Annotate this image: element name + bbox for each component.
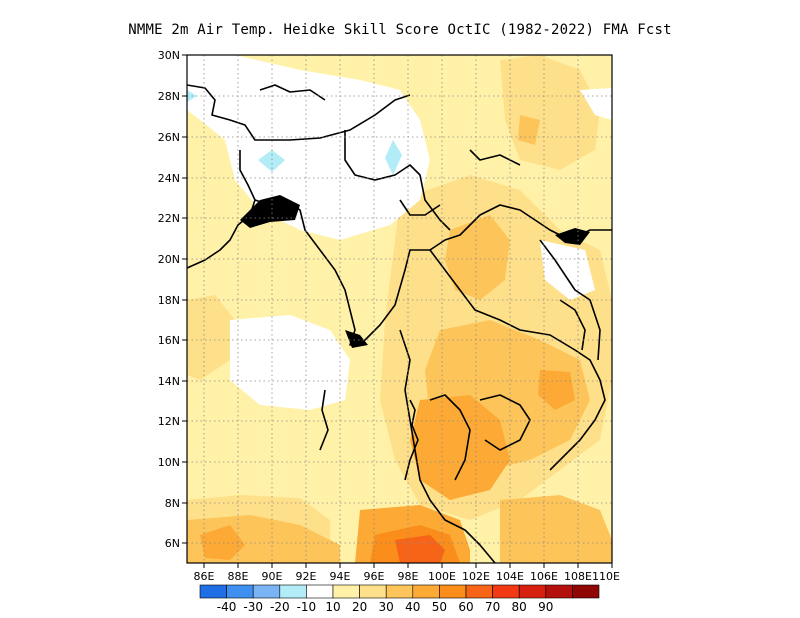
colorbar-label: 30 <box>379 600 394 614</box>
lon-label-108e: 108E <box>564 570 592 583</box>
colorbar-swatch-7 <box>359 584 387 599</box>
colorbar-label: 90 <box>538 600 553 614</box>
lat-label-24n: 24N <box>158 172 180 185</box>
lon-label-102e: 102E <box>462 570 490 583</box>
lat-label-16n: 16N <box>158 334 180 347</box>
lat-label-10n: 10N <box>158 456 180 469</box>
light-blue-patch-east-himalaya <box>385 140 402 175</box>
colorbar-swatch-6 <box>332 584 360 599</box>
orange-west-patch <box>200 525 245 560</box>
colorbar-label: -20 <box>270 600 290 614</box>
lon-label-100e: 100E <box>428 570 456 583</box>
lon-label-92e: 92E <box>296 570 317 583</box>
lat-label-14n: 14N <box>158 375 180 388</box>
orange-cambodia-east <box>538 370 575 410</box>
map-plot-area <box>187 55 612 563</box>
lat-label-6n: 6N <box>165 537 180 550</box>
lon-label-96e: 96E <box>364 570 385 583</box>
lon-label-104e: 104E <box>496 570 524 583</box>
east-white-area <box>540 240 595 300</box>
lat-label-20n: 20N <box>158 253 180 266</box>
colorbar-label: -10 <box>297 600 317 614</box>
colorbar-label: 40 <box>405 600 420 614</box>
colorbar-swatch-9 <box>412 584 440 599</box>
red-orange-malay-peninsula <box>395 535 445 563</box>
orange-small-north <box>518 115 540 145</box>
lon-label-86e: 86E <box>194 570 215 583</box>
lon-label-90e: 90E <box>262 570 283 583</box>
colorbar-label: 70 <box>485 600 500 614</box>
northwest-white-area <box>187 55 430 240</box>
light-blue-patch-bangladesh <box>258 150 285 172</box>
colorbar-label: 80 <box>512 600 527 614</box>
colorbar-swatch-2 <box>226 584 254 599</box>
colorbar-swatch-4 <box>279 584 307 599</box>
colorbar-label: 60 <box>458 600 473 614</box>
lon-label-98e: 98E <box>398 570 419 583</box>
lat-label-12n: 12N <box>158 415 180 428</box>
chart-title: NMME 2m Air Temp. Heidke Skill Score Oct… <box>128 22 672 38</box>
map-frame <box>186 54 613 564</box>
lat-label-28n: 28N <box>158 90 180 103</box>
lon-label-110e: 110E <box>592 570 620 583</box>
lat-tick-marks <box>182 54 187 544</box>
grid-lines <box>187 55 612 563</box>
colorbar-label: 10 <box>325 600 340 614</box>
colorbar-labels: -40 -30 -20 -10 10 20 30 40 50 60 70 80 … <box>217 600 554 614</box>
lat-label-30n: 30N <box>158 49 180 62</box>
colorbar-swatch-13 <box>518 584 547 599</box>
colorbar-swatch-11 <box>465 584 493 599</box>
colorbar-label: -30 <box>243 600 263 614</box>
colorbar-swatch-3 <box>252 584 281 599</box>
bay-of-bengal-white-area <box>230 315 350 410</box>
lon-label-94e: 94E <box>330 570 351 583</box>
colorbar-swatch-1 <box>199 584 227 599</box>
delta-islands <box>240 195 590 348</box>
lat-label-8n: 8N <box>165 497 180 510</box>
colorbar-swatch-14 <box>545 584 573 599</box>
lon-label-106e: 106E <box>530 570 558 583</box>
colorbar-swatch-8 <box>385 584 414 599</box>
orange-laos <box>445 215 510 300</box>
light-orange-west <box>187 295 235 380</box>
colorbar-label: 20 <box>352 600 367 614</box>
lat-label-18n: 18N <box>158 294 180 307</box>
colorbar-label: -40 <box>217 600 237 614</box>
lon-label-88e: 88E <box>228 570 249 583</box>
colorbar-label: 50 <box>432 600 447 614</box>
lat-label-26n: 26N <box>158 131 180 144</box>
colorbar <box>199 584 600 599</box>
lon-tick-labels: 86E 88E 90E 92E 94E 96E 98E 100E 102E 10… <box>194 570 620 583</box>
lat-label-22n: 22N <box>158 212 180 225</box>
lon-tick-marks <box>203 563 613 568</box>
colorbar-swatch-15 <box>572 584 600 599</box>
colorbar-swatch-10 <box>439 584 467 599</box>
lat-tick-labels: 30N 28N 26N 24N 22N 20N 18N 16N 14N 12N … <box>158 49 180 550</box>
colorbar-swatch-12 <box>492 584 520 599</box>
colorbar-swatch-5 <box>306 584 334 599</box>
orange-vietnam-south <box>500 495 612 563</box>
